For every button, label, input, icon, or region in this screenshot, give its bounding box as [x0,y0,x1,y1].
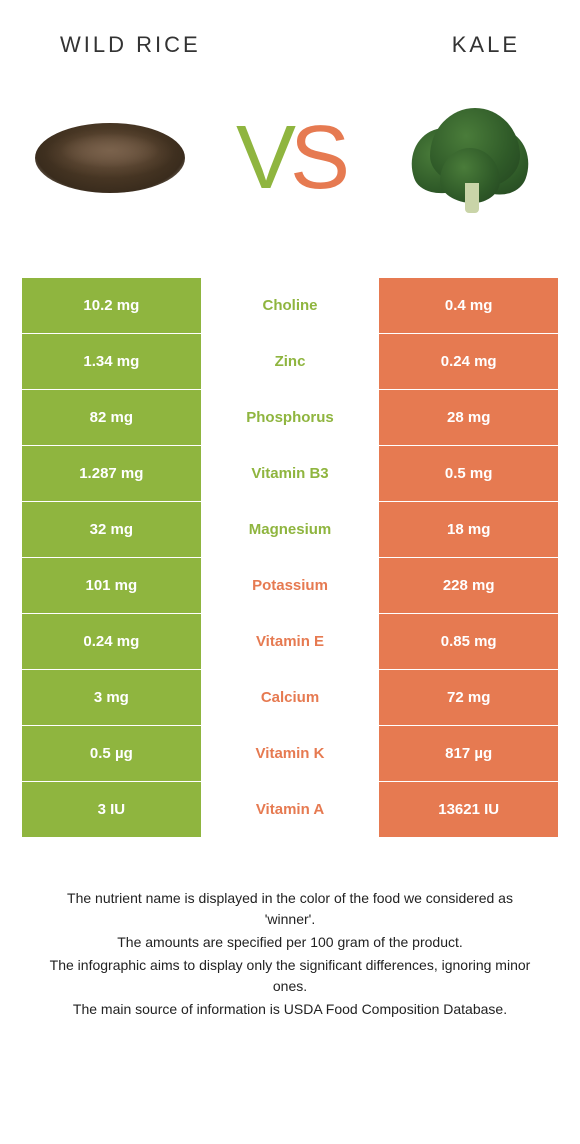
vs-v: V [236,113,290,203]
right-value: 0.5 mg [379,446,558,501]
right-value: 72 mg [379,670,558,725]
left-value: 3 IU [22,782,201,837]
footer-line-4: The main source of information is USDA F… [40,999,540,1020]
vs-label: V S [236,113,344,203]
left-value: 82 mg [22,390,201,445]
nutrient-name: Choline [201,278,380,333]
footer-line-3: The infographic aims to display only the… [40,955,540,997]
footer-notes: The nutrient name is displayed in the co… [0,838,580,1020]
nutrient-name: Vitamin A [201,782,380,837]
left-value: 10.2 mg [22,278,201,333]
left-value: 3 mg [22,670,201,725]
right-value: 18 mg [379,502,558,557]
footer-line-1: The nutrient name is displayed in the co… [40,888,540,930]
table-row: 82 mgPhosphorus28 mg [22,390,558,446]
kale-icon [405,98,535,218]
left-food-title: Wild Rice [60,32,201,58]
right-value: 0.4 mg [379,278,558,333]
nutrient-name: Vitamin E [201,614,380,669]
right-value: 13621 IU [379,782,558,837]
table-row: 0.24 mgVitamin E0.85 mg [22,614,558,670]
table-row: 32 mgMagnesium18 mg [22,502,558,558]
nutrient-name: Calcium [201,670,380,725]
header: Wild Rice Kale [0,0,580,58]
left-value: 1.34 mg [22,334,201,389]
right-value: 0.24 mg [379,334,558,389]
vs-s: S [290,113,344,203]
left-value: 1.287 mg [22,446,201,501]
footer-line-2: The amounts are specified per 100 gram o… [40,932,540,953]
table-row: 3 IUVitamin A13621 IU [22,782,558,838]
right-food-title: Kale [452,32,520,58]
nutrient-name: Potassium [201,558,380,613]
table-row: 1.287 mgVitamin B30.5 mg [22,446,558,502]
table-row: 10.2 mgCholine0.4 mg [22,278,558,334]
nutrient-name: Vitamin K [201,726,380,781]
left-value: 0.5 µg [22,726,201,781]
left-value: 101 mg [22,558,201,613]
right-food-image [390,98,550,218]
left-food-image [30,98,190,218]
left-value: 32 mg [22,502,201,557]
table-row: 101 mgPotassium228 mg [22,558,558,614]
table-row: 3 mgCalcium72 mg [22,670,558,726]
table-row: 1.34 mgZinc0.24 mg [22,334,558,390]
rice-icon [35,123,185,193]
nutrient-name: Vitamin B3 [201,446,380,501]
right-value: 28 mg [379,390,558,445]
nutrient-name: Zinc [201,334,380,389]
nutrient-name: Magnesium [201,502,380,557]
nutrient-table: 10.2 mgCholine0.4 mg1.34 mgZinc0.24 mg82… [22,278,558,838]
table-row: 0.5 µgVitamin K817 µg [22,726,558,782]
left-value: 0.24 mg [22,614,201,669]
right-value: 0.85 mg [379,614,558,669]
nutrient-name: Phosphorus [201,390,380,445]
hero: V S [0,58,580,278]
right-value: 228 mg [379,558,558,613]
right-value: 817 µg [379,726,558,781]
